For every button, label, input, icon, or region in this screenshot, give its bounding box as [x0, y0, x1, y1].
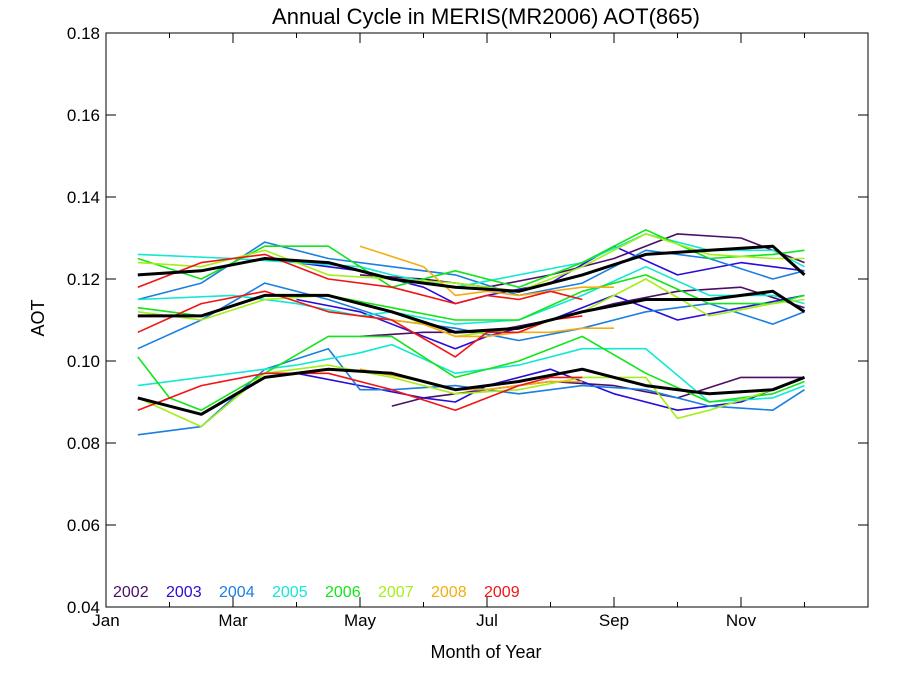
x-tick-label: Jul — [476, 611, 498, 630]
y-tick-label: 0.18 — [67, 24, 100, 43]
series-line-2007-upper — [137, 233, 805, 293]
y-tick-label: 0.06 — [67, 516, 100, 535]
y-tick-label: 0.12 — [67, 270, 100, 289]
y-tick-label: 0.16 — [67, 106, 100, 125]
y-tick-label: 0.10 — [67, 352, 100, 371]
legend-item-2007: 2007 — [378, 584, 414, 601]
series-line-2006-upper — [137, 229, 805, 289]
x-axis-label: Month of Year — [430, 642, 541, 662]
x-tick-label: Mar — [218, 611, 248, 630]
series-line-2004-upper — [137, 241, 805, 301]
x-tick-label: May — [344, 611, 377, 630]
y-tick-label: 0.08 — [67, 434, 100, 453]
legend: 2002 2003 2004 2005 2006 2007 2008 2009 — [113, 584, 520, 601]
series-line-2009-lower — [137, 372, 583, 412]
series-line-2009-upper — [137, 253, 583, 305]
axes — [105, 32, 869, 608]
legend-item-2004: 2004 — [219, 584, 255, 601]
series-line-2005-middle — [137, 265, 805, 325]
series-line-2007-lower — [137, 364, 805, 428]
y-tick-label: 0.04 — [67, 598, 100, 617]
x-tick-label: Sep — [599, 611, 629, 630]
x-tick-label: Nov — [726, 611, 757, 630]
legend-item-2008: 2008 — [431, 584, 467, 601]
legend-item-2006: 2006 — [325, 584, 361, 601]
series-line-2008-upper — [359, 245, 614, 297]
legend-item-2005: 2005 — [272, 584, 308, 601]
y-axis-label: AOT — [28, 299, 48, 336]
legend-item-2003: 2003 — [166, 584, 202, 601]
series-line-2009-middle — [137, 290, 583, 358]
y-tick-label: 0.14 — [67, 188, 100, 207]
x-tick-label: Jan — [92, 611, 119, 630]
series-line-2004-middle — [137, 282, 805, 350]
chart-title: Annual Cycle in MERIS(MR2006) AOT(865) — [272, 4, 700, 29]
series-line-mean-upper — [137, 244, 806, 293]
series-line-2002-lower — [391, 376, 805, 407]
series-line-mean-middle — [137, 289, 806, 334]
legend-item-2002: 2002 — [113, 584, 149, 601]
plot-lines — [137, 229, 806, 436]
series-line-2002-upper — [359, 233, 805, 289]
series-line-mean-lower — [137, 367, 806, 416]
legend-item-2009: 2009 — [484, 584, 520, 601]
tick-labels: 0.04 0.06 0.08 0.10 0.12 0.14 0.16 0.18 Jan Mar Ma… — [67, 24, 757, 630]
series-line-2008-middle — [359, 315, 614, 338]
series-line-2006-lower — [137, 335, 805, 412]
